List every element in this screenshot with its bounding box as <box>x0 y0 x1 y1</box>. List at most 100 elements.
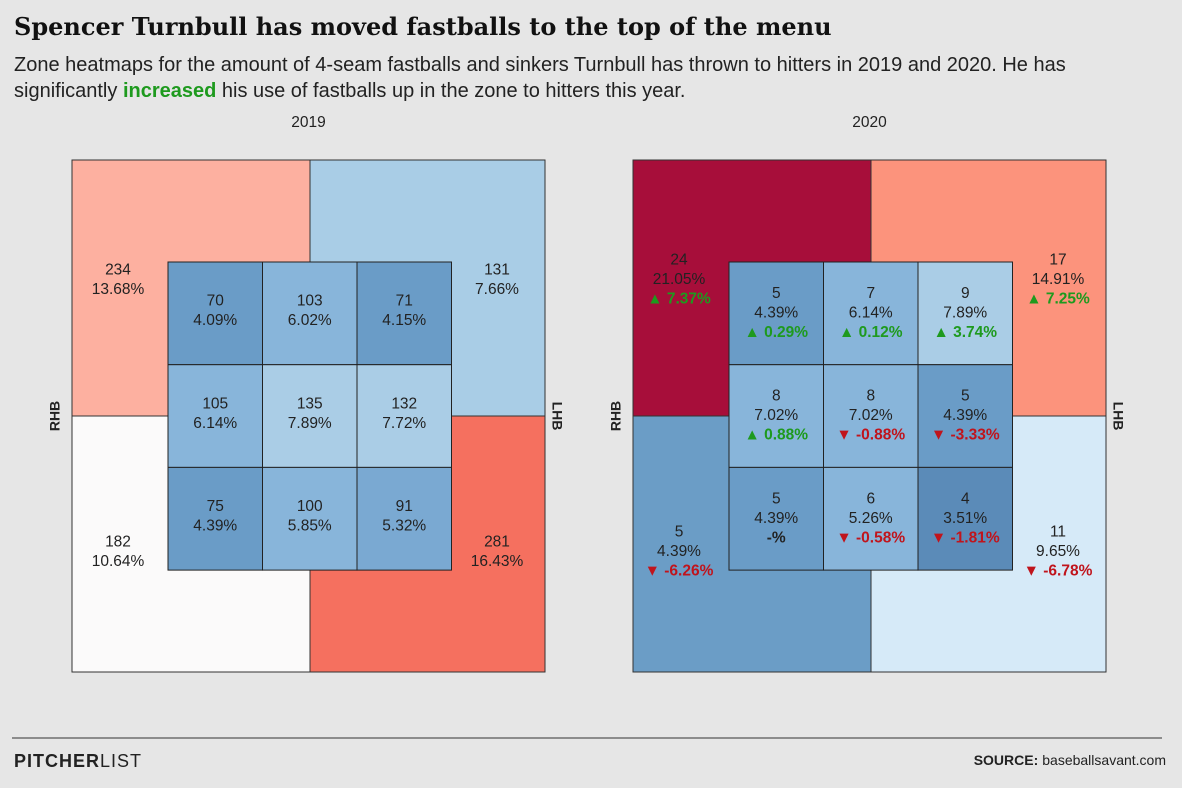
zone-pct: 7.66% <box>475 281 519 298</box>
zone-change: ▲ 7.37% <box>647 291 711 308</box>
zone-change: ▼ -6.78% <box>1024 563 1093 580</box>
zone-count: 17 <box>1049 252 1066 269</box>
zone-count: 70 <box>207 293 225 310</box>
zone-pct: 4.39% <box>657 543 701 560</box>
subtitle-highlight: increased <box>122 80 217 102</box>
zone-pct: 4.39% <box>754 304 798 321</box>
subtitle: Zone heatmaps for the amount of 4-seam f… <box>14 52 1174 104</box>
zone-pct: 7.72% <box>382 415 426 432</box>
inner-zone <box>356 466 452 571</box>
inner-zone <box>356 364 452 468</box>
zone-pct: 5.26% <box>849 510 893 527</box>
zone-pct: 5.32% <box>382 518 426 535</box>
zone-count: 281 <box>484 533 510 550</box>
inner-zone <box>728 261 824 366</box>
zone-change: ▲ 7.25% <box>1026 291 1090 308</box>
inner-zone <box>167 466 263 571</box>
source-text: baseballsavant.com <box>1042 752 1166 768</box>
zone-count: 103 <box>297 293 323 310</box>
zone-change: ▲ 0.29% <box>744 324 808 341</box>
brand-light: LIST <box>100 751 142 771</box>
zone-pct: 7.02% <box>754 407 798 424</box>
inner-zone <box>728 364 824 468</box>
subtitle-text: his use of fastballs up in the zone to h… <box>216 80 686 102</box>
zone-pct: 16.43% <box>471 553 524 570</box>
zone-count: 131 <box>484 261 510 278</box>
zone-count: 5 <box>675 524 684 541</box>
zone-pct: 21.05% <box>653 271 706 288</box>
zone-count: 5 <box>961 388 970 405</box>
zone-pct: 4.39% <box>943 407 987 424</box>
zone-change: -% <box>767 529 786 546</box>
source-label: SOURCE: <box>974 752 1039 768</box>
zone-count: 100 <box>297 498 323 515</box>
source: SOURCE: baseballsavant.com <box>974 752 1166 768</box>
zone-pct: 9.65% <box>1036 543 1080 560</box>
zone-count: 182 <box>105 533 131 550</box>
zone-pct: 4.39% <box>193 518 237 535</box>
zone-count: 8 <box>866 388 875 405</box>
zone-pct: 10.64% <box>92 553 145 570</box>
inner-zone <box>917 466 1013 571</box>
zone-count: 75 <box>207 498 224 515</box>
zone-count: 71 <box>396 293 413 310</box>
zone-change: ▼ -3.33% <box>931 427 1000 444</box>
zone-count: 5 <box>772 285 781 302</box>
zone-count: 5 <box>772 490 781 507</box>
zone-pct: 3.51% <box>943 510 987 527</box>
zone-change: ▲ 0.12% <box>839 324 903 341</box>
subtitle-text: Zone heatmaps for the amount of 4-seam f… <box>14 54 1066 102</box>
inner-zone <box>823 364 919 468</box>
inner-zone <box>356 261 452 366</box>
brand-bold: PITCHER <box>14 751 100 771</box>
zone-change: ▲ 0.88% <box>744 427 808 444</box>
zone-count: 11 <box>1050 524 1066 541</box>
side-label: RHB <box>608 401 624 431</box>
inner-zone <box>917 261 1013 366</box>
zone-change: ▲ 3.74% <box>933 324 997 341</box>
zone-change: ▼ -1.81% <box>931 529 1000 546</box>
zone-pct: 4.09% <box>193 312 237 329</box>
zone-change: ▼ -0.58% <box>836 529 905 546</box>
zone-count: 24 <box>670 252 688 269</box>
zone-pct: 6.14% <box>193 415 237 432</box>
zone-pct: 7.89% <box>943 304 987 321</box>
inner-zone <box>262 364 358 468</box>
side-label: LHB <box>1110 402 1126 431</box>
side-label: RHB <box>47 401 63 431</box>
zone-count: 9 <box>961 285 970 302</box>
zone-pct: 14.91% <box>1032 271 1085 288</box>
zone-count: 91 <box>396 498 413 515</box>
zone-pct: 4.39% <box>754 510 798 527</box>
side-label: LHB <box>549 402 565 431</box>
zone-change: ▼ -6.26% <box>645 563 714 580</box>
zone-pct: 7.89% <box>288 415 332 432</box>
zone-change: ▼ -0.88% <box>836 427 905 444</box>
zone-count: 4 <box>961 490 970 507</box>
inner-zone <box>167 364 263 468</box>
zone-pct: 13.68% <box>92 281 145 298</box>
zone-pct: 6.14% <box>849 304 893 321</box>
brand: PITCHERLIST <box>14 751 142 771</box>
panel-year: 2019 <box>291 114 325 131</box>
inner-zone <box>167 261 263 366</box>
inner-zone <box>823 261 919 366</box>
zone-count: 8 <box>772 388 781 405</box>
zone-count: 132 <box>391 395 417 412</box>
inner-zone <box>823 466 919 571</box>
panel-year: 2020 <box>852 114 887 131</box>
zone-pct: 6.02% <box>288 312 332 329</box>
zone-count: 6 <box>866 490 875 507</box>
zone-count: 135 <box>297 395 323 412</box>
inner-zone <box>917 364 1013 468</box>
zone-count: 234 <box>105 261 131 278</box>
zone-count: 105 <box>202 395 228 412</box>
zone-count: 7 <box>866 285 875 302</box>
zone-pct: 7.02% <box>849 407 893 424</box>
title: Spencer Turnbull has moved fastballs to … <box>14 12 832 41</box>
zone-pct: 4.15% <box>382 312 426 329</box>
inner-zone <box>262 466 358 571</box>
inner-zone <box>728 466 824 571</box>
